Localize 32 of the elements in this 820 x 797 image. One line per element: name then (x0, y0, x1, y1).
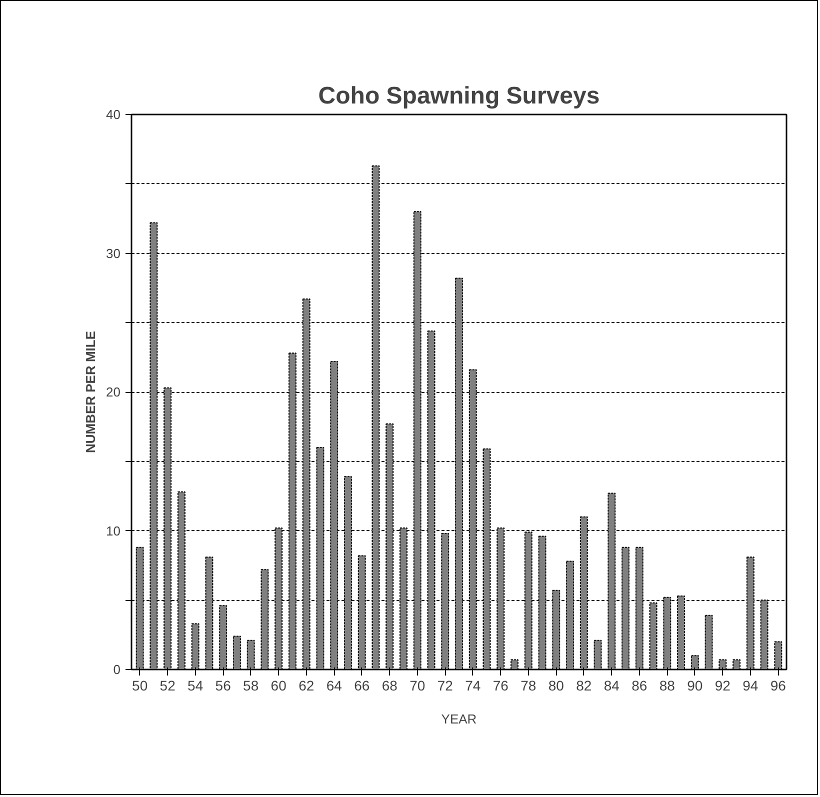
x-tick-label: 74 (465, 678, 481, 694)
x-tick-label: 66 (354, 678, 370, 694)
x-tick-label: 96 (770, 678, 786, 694)
x-tick-label: 90 (687, 678, 703, 694)
x-tick-label: 64 (326, 678, 342, 694)
y-tick-label: 40 (106, 107, 121, 122)
x-tick-label: 78 (520, 678, 536, 694)
x-tick-label: 58 (243, 678, 259, 694)
x-tick-label: 62 (298, 678, 314, 694)
x-axis-title: YEAR (441, 712, 477, 726)
x-tick-label: 86 (632, 678, 648, 694)
x-tick-label: 82 (576, 678, 592, 694)
x-tick-label: 72 (437, 678, 454, 694)
y-tick-label: 0 (113, 662, 121, 677)
x-tick-label: 70 (410, 678, 426, 694)
y-tick-label: 10 (106, 523, 121, 538)
y-tick-label: 30 (106, 246, 121, 261)
y-axis-title: NUMBER PER MILE (83, 330, 98, 454)
x-tick-label: 88 (659, 678, 676, 694)
x-tick-label: 50 (132, 678, 148, 694)
x-tick-label: 92 (714, 678, 731, 694)
x-tick-label: 54 (188, 678, 204, 694)
x-tick-label: 76 (492, 678, 509, 694)
x-tick-label: 56 (215, 678, 232, 694)
x-tick-label: 68 (382, 678, 398, 694)
x-tick-label: 60 (270, 678, 287, 694)
x-tick-label: 94 (742, 678, 758, 694)
x-tick-label: 84 (604, 678, 620, 694)
x-tick-label: 52 (160, 678, 176, 694)
x-tick-label: 80 (548, 678, 564, 694)
chart-title: Coho Spawning Surveys (318, 82, 600, 110)
y-tick-label: 20 (106, 384, 121, 400)
